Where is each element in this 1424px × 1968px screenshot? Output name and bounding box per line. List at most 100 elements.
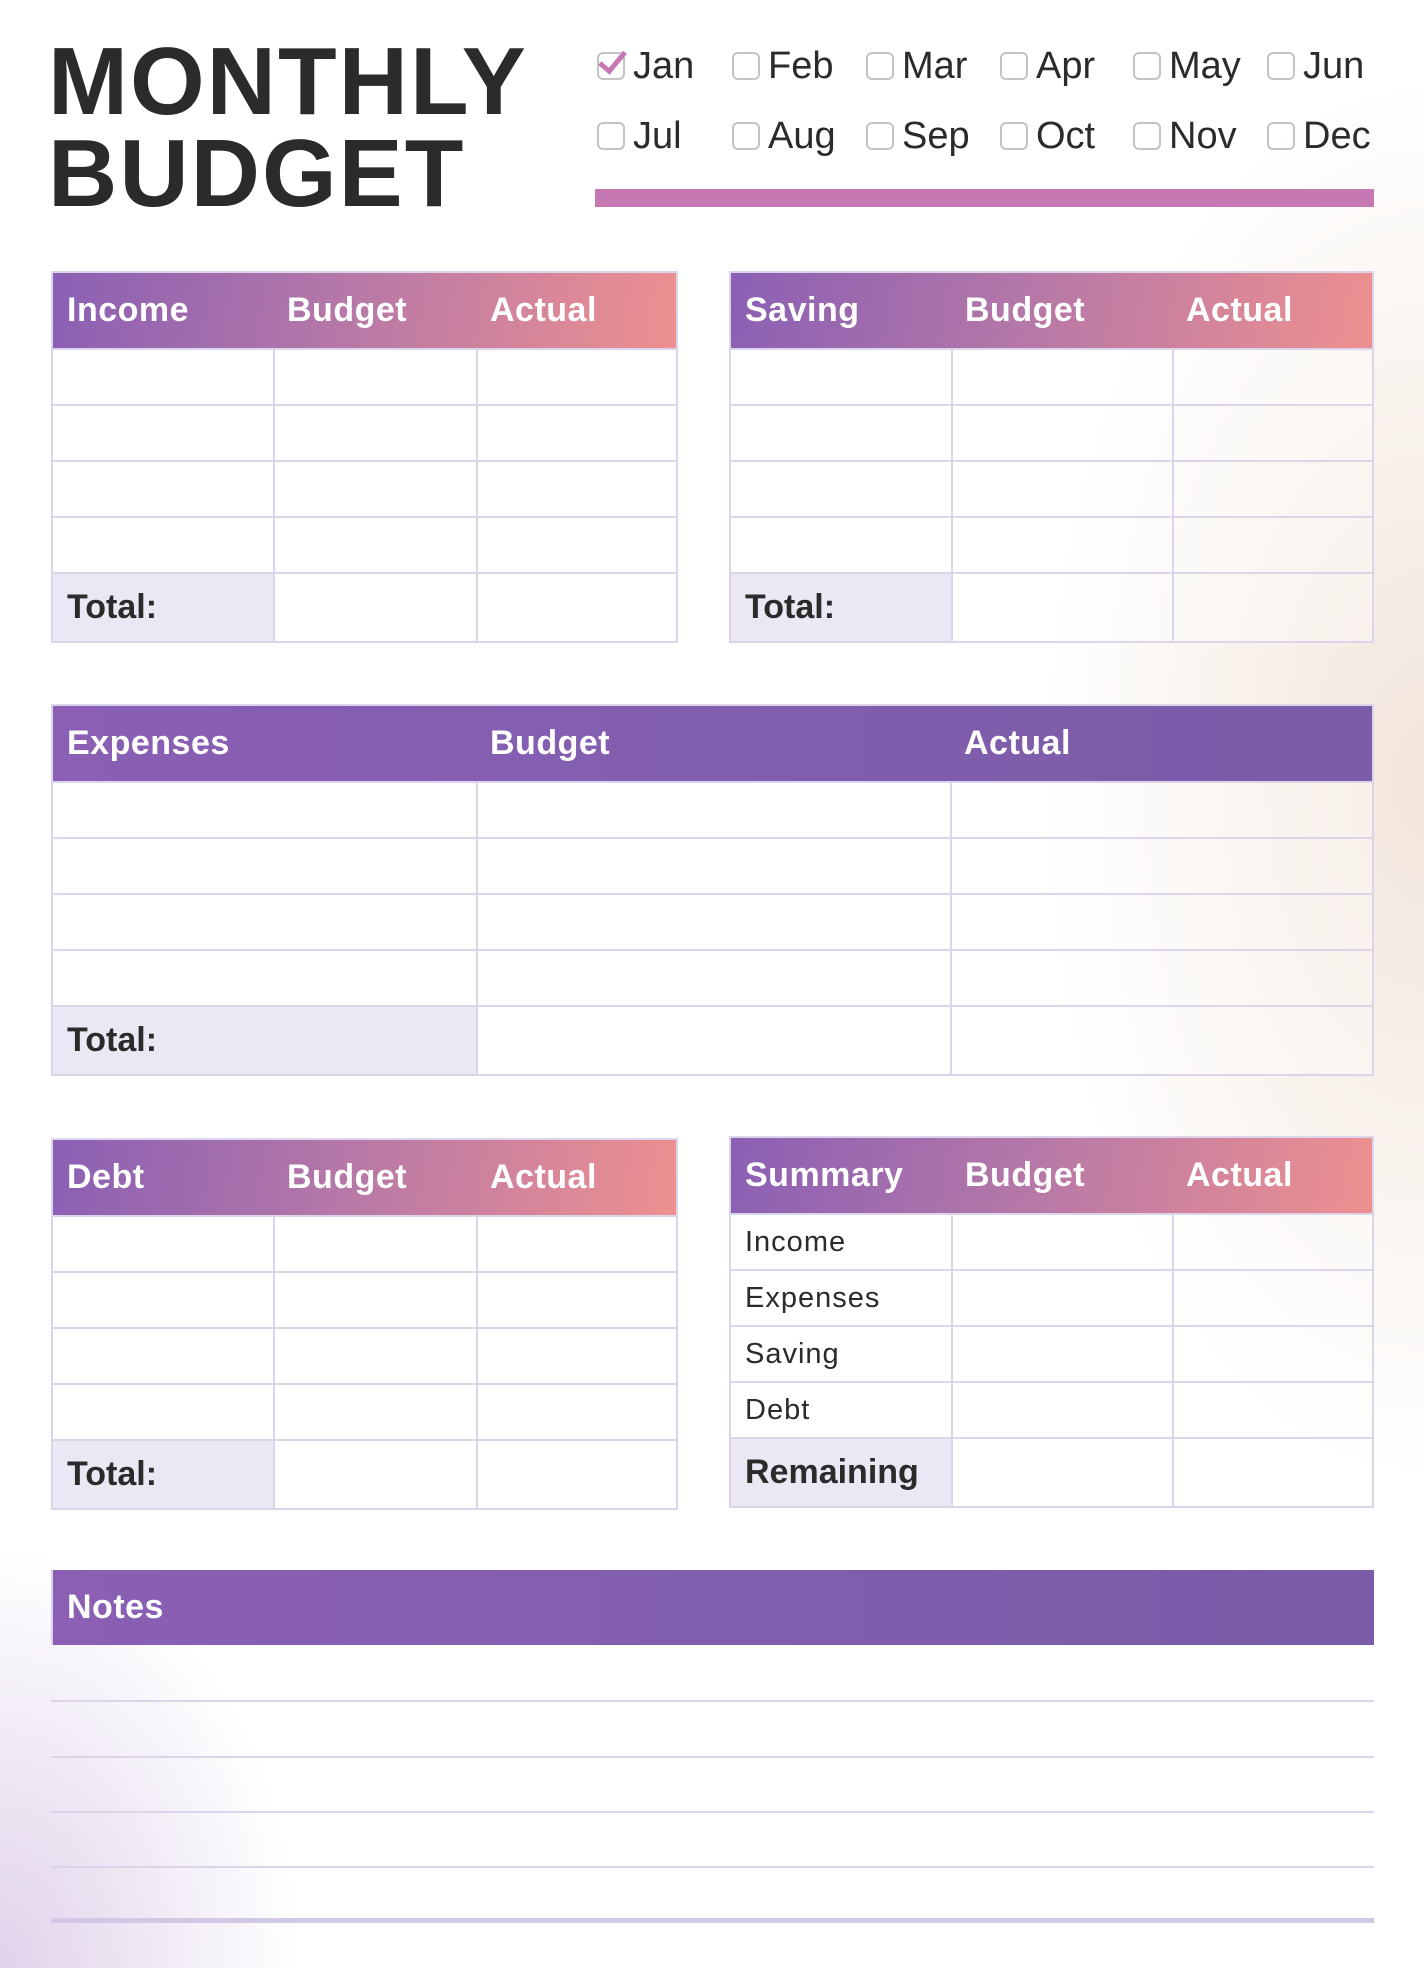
checkbox-icon[interactable] <box>866 122 894 150</box>
checkbox-icon[interactable] <box>732 122 760 150</box>
checked-checkbox-icon[interactable] <box>597 52 625 80</box>
category-cell[interactable] <box>53 951 476 1005</box>
actual-cell[interactable] <box>476 1217 676 1271</box>
category-cell[interactable] <box>731 406 951 460</box>
actual-cell[interactable] <box>476 350 676 404</box>
budget-cell[interactable] <box>476 783 950 837</box>
category-cell[interactable] <box>731 350 951 404</box>
checkbox-icon[interactable] <box>1133 52 1161 80</box>
budget-cell[interactable] <box>476 1007 950 1074</box>
actual-cell[interactable] <box>1172 518 1372 572</box>
category-cell[interactable] <box>731 462 951 516</box>
checkbox-icon[interactable] <box>866 52 894 80</box>
budget-cell[interactable] <box>273 350 476 404</box>
month-checkbox-sep[interactable]: Sep <box>866 114 1000 158</box>
checkbox-icon[interactable] <box>1133 122 1161 150</box>
actual-cell[interactable] <box>1172 1383 1372 1437</box>
month-label: May <box>1169 44 1241 87</box>
actual-cell[interactable] <box>476 518 676 572</box>
checkbox-icon[interactable] <box>597 122 625 150</box>
notes-line[interactable] <box>51 1866 1374 1868</box>
notes-line[interactable] <box>51 1811 1374 1813</box>
budget-cell[interactable] <box>951 462 1172 516</box>
expenses-header-actual: Actual <box>964 724 1071 762</box>
category-cell[interactable] <box>53 1329 273 1383</box>
actual-cell[interactable] <box>1172 1271 1372 1325</box>
month-checkbox-oct[interactable]: Oct <box>1000 114 1133 158</box>
month-checkbox-feb[interactable]: Feb <box>732 44 866 88</box>
category-cell[interactable] <box>53 1273 273 1327</box>
actual-cell[interactable] <box>1172 1215 1372 1269</box>
checkbox-icon[interactable] <box>1000 52 1028 80</box>
budget-cell[interactable] <box>951 518 1172 572</box>
budget-cell[interactable] <box>951 1215 1172 1269</box>
category-cell[interactable] <box>53 783 476 837</box>
actual-cell[interactable] <box>476 574 676 641</box>
budget-cell[interactable] <box>951 1383 1172 1437</box>
actual-cell[interactable] <box>950 783 1372 837</box>
actual-cell[interactable] <box>476 1329 676 1383</box>
actual-cell[interactable] <box>1172 574 1372 641</box>
budget-cell[interactable] <box>951 1327 1172 1381</box>
checkbox-icon[interactable] <box>1267 52 1295 80</box>
actual-cell[interactable] <box>1172 1439 1372 1506</box>
actual-cell[interactable] <box>476 406 676 460</box>
checkbox-icon[interactable] <box>1000 122 1028 150</box>
month-checkbox-jun[interactable]: Jun <box>1267 44 1377 88</box>
category-cell[interactable] <box>53 839 476 893</box>
category-cell[interactable] <box>53 462 273 516</box>
actual-cell[interactable] <box>476 1385 676 1439</box>
month-checkbox-may[interactable]: May <box>1133 44 1267 88</box>
actual-cell[interactable] <box>950 839 1372 893</box>
budget-cell[interactable] <box>273 1273 476 1327</box>
month-checkbox-jan[interactable]: Jan <box>597 44 732 88</box>
month-checkbox-jul[interactable]: Jul <box>597 114 732 158</box>
budget-cell[interactable] <box>273 462 476 516</box>
category-cell[interactable] <box>53 1385 273 1439</box>
month-checkbox-apr[interactable]: Apr <box>1000 44 1133 88</box>
month-checkbox-aug[interactable]: Aug <box>732 114 866 158</box>
budget-cell[interactable] <box>273 1217 476 1271</box>
actual-cell[interactable] <box>1172 406 1372 460</box>
debt-table-header: Debt Budget Actual <box>53 1140 676 1215</box>
month-checkbox-dec[interactable]: Dec <box>1267 114 1377 158</box>
category-cell[interactable] <box>53 1217 273 1271</box>
actual-cell[interactable] <box>950 951 1372 1005</box>
notes-line[interactable] <box>51 1700 1374 1702</box>
budget-cell[interactable] <box>273 406 476 460</box>
budget-cell[interactable] <box>951 406 1172 460</box>
category-cell[interactable] <box>53 406 273 460</box>
budget-cell[interactable] <box>476 839 950 893</box>
actual-cell[interactable] <box>950 895 1372 949</box>
actual-cell[interactable] <box>476 462 676 516</box>
budget-cell[interactable] <box>951 1439 1172 1506</box>
month-checkbox-mar[interactable]: Mar <box>866 44 1000 88</box>
actual-cell[interactable] <box>476 1273 676 1327</box>
actual-cell[interactable] <box>950 1007 1372 1074</box>
category-cell[interactable] <box>53 895 476 949</box>
actual-cell[interactable] <box>1172 462 1372 516</box>
budget-cell[interactable] <box>476 895 950 949</box>
budget-cell[interactable] <box>273 1329 476 1383</box>
category-cell[interactable] <box>731 518 951 572</box>
actual-cell[interactable] <box>476 1441 676 1508</box>
category-cell[interactable] <box>53 350 273 404</box>
actual-cell[interactable] <box>1172 1327 1372 1381</box>
category-cell[interactable] <box>53 518 273 572</box>
actual-cell[interactable] <box>1172 350 1372 404</box>
category-cell: Expenses <box>745 1281 881 1314</box>
notes-line[interactable] <box>51 1756 1374 1758</box>
checkbox-icon[interactable] <box>732 52 760 80</box>
budget-cell[interactable] <box>951 574 1172 641</box>
budget-cell[interactable] <box>476 951 950 1005</box>
checkbox-icon[interactable] <box>1267 122 1295 150</box>
budget-cell[interactable] <box>273 1385 476 1439</box>
budget-cell[interactable] <box>273 518 476 572</box>
budget-cell[interactable] <box>273 1441 476 1508</box>
summary-header-actual: Actual <box>1186 1156 1293 1194</box>
budget-cell[interactable] <box>273 574 476 641</box>
income-total-row: Total: <box>53 572 676 641</box>
budget-cell[interactable] <box>951 350 1172 404</box>
month-checkbox-nov[interactable]: Nov <box>1133 114 1267 158</box>
budget-cell[interactable] <box>951 1271 1172 1325</box>
